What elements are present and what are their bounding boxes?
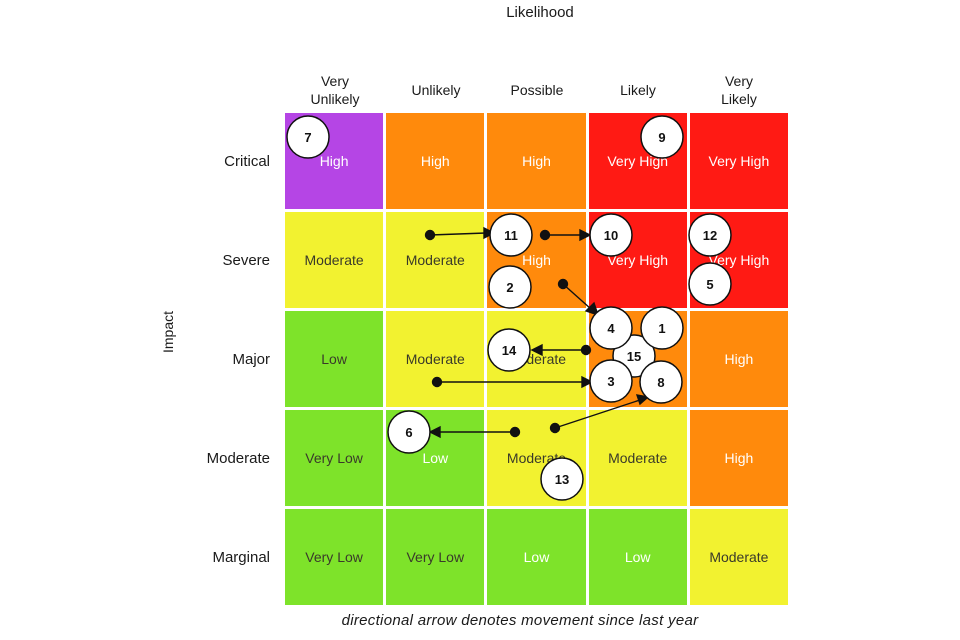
- svg-text:9: 9: [658, 130, 665, 145]
- arrow-head: [581, 375, 594, 389]
- risk-cell: Very High: [588, 212, 687, 308]
- risk-marker-11: 11: [489, 213, 533, 257]
- arrow-line: [554, 399, 641, 429]
- svg-text:14: 14: [502, 343, 517, 358]
- svg-text:11: 11: [504, 228, 518, 243]
- risk-cell: Low: [588, 509, 687, 605]
- column-header-likely: Likely: [620, 82, 656, 98]
- risk-marker-3: 3: [589, 359, 633, 403]
- column-header-possible: Possible: [510, 82, 564, 98]
- risk-marker-14: 14: [487, 328, 531, 372]
- arrow-line: [429, 232, 487, 236]
- risk-marker-8: 8: [639, 360, 683, 404]
- column-header-unlikely: Unlikely: [411, 82, 461, 98]
- chart-title: Likelihood: [506, 4, 574, 21]
- risk-marker-6: 6: [387, 410, 431, 454]
- svg-text:6: 6: [405, 425, 412, 440]
- risk-cell: Very Low: [285, 410, 384, 506]
- arrow-line: [562, 283, 592, 310]
- risk-markers: 7 9 11 10 12 2 5 15 4 1 14: [286, 115, 732, 501]
- row-header-major: Major: [232, 351, 270, 368]
- movement-arrows: [424, 226, 650, 439]
- risk-marker-4: 4: [589, 306, 633, 350]
- row-header-critical: Critical: [224, 153, 270, 170]
- arrow-head: [584, 301, 600, 317]
- risk-cell: Moderate: [386, 311, 485, 407]
- risk-cell: Low: [487, 509, 586, 605]
- column-header-very-unlikely: Very Unlikely: [310, 73, 360, 107]
- svg-text:15: 15: [627, 349, 641, 364]
- svg-text:8: 8: [657, 375, 664, 390]
- risk-marker-10: 10: [589, 213, 633, 257]
- risk-cell: Very Low: [386, 509, 485, 605]
- risk-marker-1: 1: [640, 306, 684, 350]
- arrow-head: [428, 425, 441, 439]
- svg-text:5: 5: [706, 277, 713, 292]
- svg-text:12: 12: [703, 228, 717, 243]
- svg-text:3: 3: [607, 374, 614, 389]
- risk-cell: Moderate: [285, 212, 384, 308]
- row-header-moderate: Moderate: [206, 450, 270, 467]
- arrow-head: [530, 343, 543, 357]
- risk-cell: High: [386, 113, 485, 209]
- risk-cell: Very Low: [285, 509, 384, 605]
- risk-marker-5: 5: [688, 262, 732, 306]
- svg-text:10: 10: [604, 228, 618, 243]
- risk-marker-13: 13: [540, 457, 584, 501]
- risk-marker-12: 12: [688, 213, 732, 257]
- risk-cell: Moderate: [588, 410, 687, 506]
- column-header-very-likely: Very Likely: [721, 73, 757, 107]
- risk-cell: Very High: [689, 113, 788, 209]
- risk-cell: Moderate: [689, 509, 788, 605]
- risk-cell: Moderate: [386, 212, 485, 308]
- risk-marker-7: 7: [286, 115, 330, 159]
- risk-cell: High: [689, 311, 788, 407]
- row-header-marginal: Marginal: [212, 549, 270, 566]
- svg-text:4: 4: [607, 321, 615, 336]
- arrow-head: [635, 394, 650, 406]
- svg-text:1: 1: [658, 321, 665, 336]
- risk-cell: High: [689, 410, 788, 506]
- risk-cell: Low: [285, 311, 384, 407]
- risk-matrix-grid: High High High Very High Very High Moderate Mo…: [285, 113, 788, 605]
- arrow-head: [579, 228, 592, 242]
- row-header-severe: Severe: [222, 252, 270, 269]
- svg-text:2: 2: [506, 280, 513, 295]
- svg-text:13: 13: [555, 472, 569, 487]
- arrow-head: [483, 226, 496, 240]
- risk-cell: High: [487, 113, 586, 209]
- footnote: directional arrow denotes movement since…: [341, 612, 699, 629]
- svg-text:7: 7: [304, 130, 311, 145]
- risk-marker-2: 2: [488, 265, 532, 309]
- risk-marker-9: 9: [640, 115, 684, 159]
